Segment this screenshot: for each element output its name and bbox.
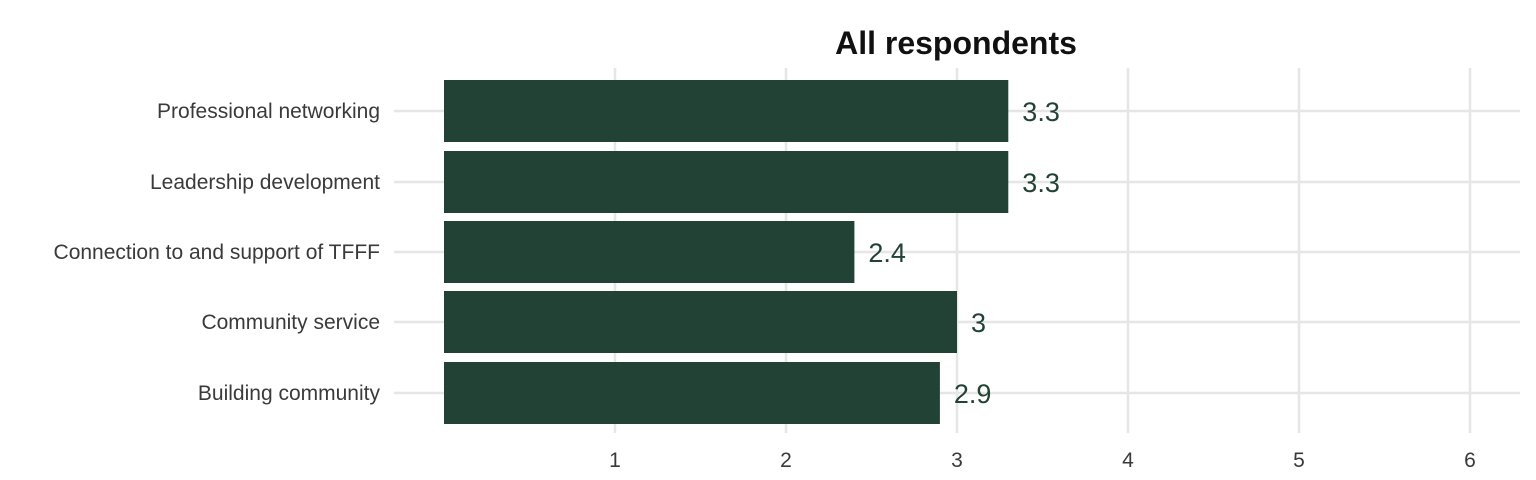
category-label: Leadership development: [150, 171, 380, 194]
category-label: Community service: [201, 311, 380, 334]
bar: [444, 80, 1009, 142]
x-tick-label: 2: [780, 449, 792, 472]
category-label: Professional networking: [157, 100, 380, 123]
chart-title: All respondents: [835, 25, 1077, 61]
bar: [444, 362, 940, 424]
value-label: 3.3: [1022, 168, 1060, 198]
bar: [444, 151, 1009, 213]
x-tick-label: 3: [951, 449, 963, 472]
x-tick-label: 4: [1122, 449, 1134, 472]
value-label: 2.9: [954, 379, 992, 409]
x-tick-label: 6: [1464, 449, 1476, 472]
value-label: 3: [971, 308, 986, 338]
bar: [444, 291, 957, 353]
bar-layer: [444, 80, 1009, 424]
value-label: 2.4: [868, 238, 906, 268]
label-layer: 1 2 3 4 5 6 Professional networking 3.3 Leadersh…: [54, 97, 1476, 472]
x-tick-label: 5: [1293, 449, 1305, 472]
category-label: Connection to and support of TFFF: [54, 241, 380, 264]
x-tick-label: 1: [609, 449, 621, 472]
category-label: Building community: [198, 382, 381, 405]
bar: [444, 221, 855, 283]
value-label: 3.3: [1022, 97, 1060, 127]
